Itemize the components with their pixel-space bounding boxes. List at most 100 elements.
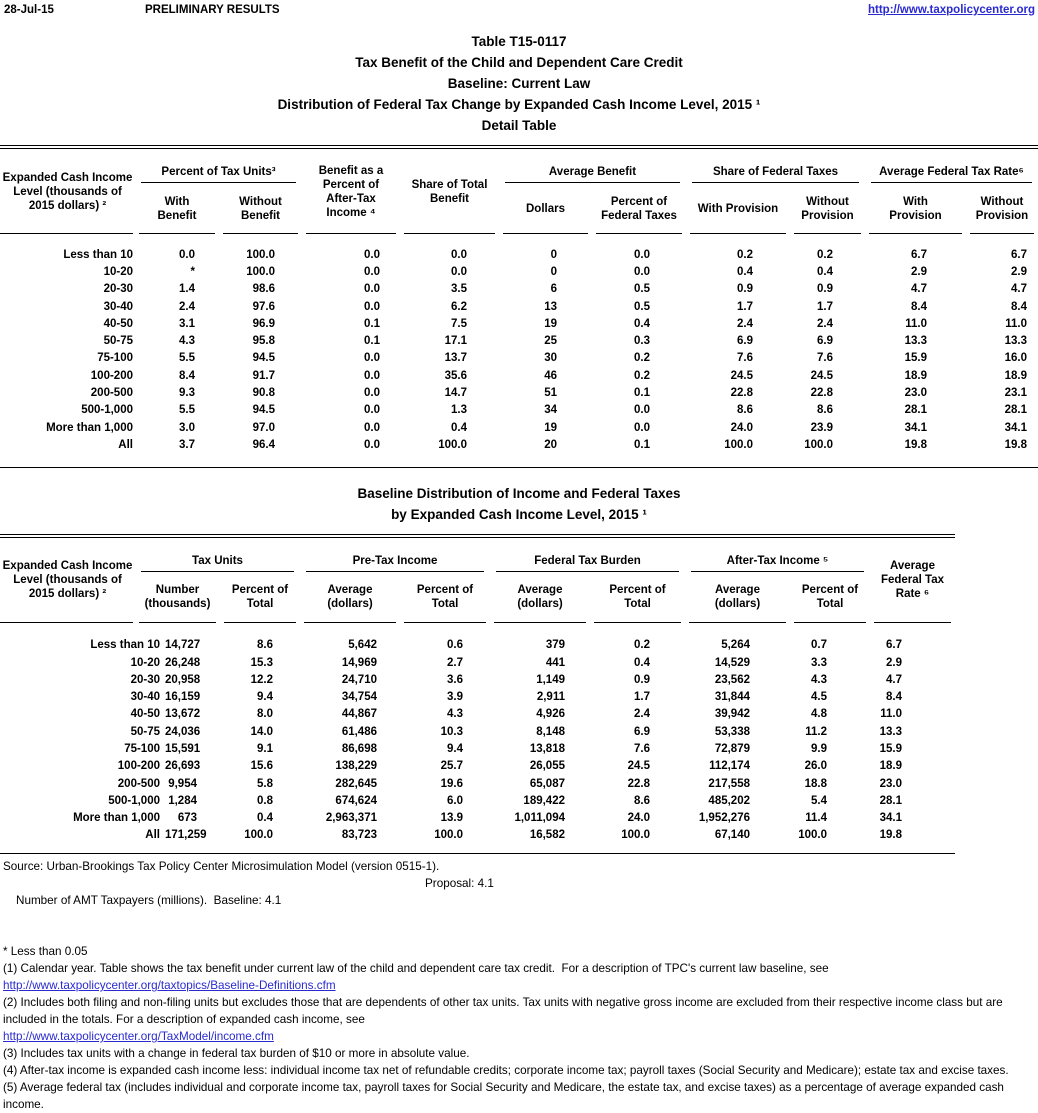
table-top-rule [0, 145, 1038, 149]
row-label: More than 1,000 [46, 421, 133, 434]
column-header-percent-of-total: Percent of Total [590, 572, 685, 623]
data-cell: 9.3 [179, 387, 195, 400]
data-cell: 8.6 [634, 794, 650, 807]
data-cell: 61,486 [341, 725, 377, 738]
row-label: Less than 10 [90, 639, 160, 652]
data-cell: 39,942 [714, 708, 750, 721]
data-cell: 72,879 [714, 742, 750, 755]
data-cell: 0.0 [634, 248, 650, 261]
data-cell: 0.0 [364, 248, 380, 261]
data-cell: 3.0 [179, 421, 195, 434]
column-header-percent-of-federal-taxes: Percent of Federal Taxes [592, 183, 686, 234]
baseline-definitions-link[interactable]: http://www.taxpolicycenter.org/taxtopics… [3, 979, 336, 993]
data-cell: 31,844 [714, 691, 750, 704]
data-cell: 8.6 [817, 404, 833, 417]
data-cell: 14.7 [444, 387, 467, 400]
data-cell: 6.7 [1011, 248, 1027, 261]
data-cell: 28.1 [1004, 404, 1027, 417]
data-cell: 8,148 [536, 725, 565, 738]
data-cell: 14,969 [341, 656, 377, 669]
table1-body: Less than 10 0.0 100.0 0.0 0.0 0 0.0 0.2 0.2 6.7 6… [0, 234, 1038, 467]
income-definition-link[interactable]: http://www.taxpolicycenter.org/TaxModel/… [3, 1030, 274, 1044]
data-cell: 4.7 [911, 283, 927, 296]
group-header-tax-units: Tax Units Number (thousands) Percent of … [135, 538, 300, 623]
data-cell: 0.6 [447, 639, 463, 652]
column-header-average-federal-tax-rate: Average Federal Tax Rate ⁶ [870, 538, 955, 623]
row-label: 10-20 [130, 656, 160, 669]
table-row: All 3.7 96.4 0.0 100.0 20 0.1 100.0 100.0 19.8 19.… [0, 436, 1038, 453]
data-cell: 0.0 [634, 421, 650, 434]
data-cell: 0.0 [364, 265, 380, 278]
data-cell: 1,952,276 [698, 812, 750, 825]
data-cell: 2,963,371 [325, 812, 377, 825]
data-cell: 6 [550, 283, 557, 296]
data-cell: 0.4 [737, 265, 753, 278]
data-cell: 0.0 [364, 421, 380, 434]
table-row: 50-75 24,036 14.0 61,486 10.3 8,148 6.9 53,338 1… [0, 723, 955, 740]
footnote-4: (4) After-tax income is expanded cash in… [3, 1064, 1009, 1078]
data-cell: 24,036 [165, 725, 201, 738]
data-cell: 441 [545, 656, 565, 669]
distribution-title: Distribution of Federal Tax Change by Ex… [277, 97, 761, 112]
data-cell: 4,926 [536, 708, 565, 721]
column-header-average-dollars: Average (dollars) [300, 572, 400, 623]
data-cell: 9.1 [257, 742, 273, 755]
data-cell: 2.9 [911, 265, 927, 278]
column-header-percent-of-total: Percent of Total [400, 572, 490, 623]
table2-header: Expanded Cash Income Level (thousands of… [0, 538, 955, 623]
data-cell: 0.2 [817, 248, 833, 261]
column-header-share-of-total-benefit: Share of Total Benefit [400, 149, 499, 234]
data-cell: 3.6 [447, 673, 463, 686]
document-titles: Table T15-0117 Tax Benefit of the Child … [0, 31, 1038, 136]
table-row: 75-100 5.5 94.5 0.0 13.7 30 0.2 7.6 7.6 15.9 16.0 [0, 350, 1038, 367]
data-cell: 18.8 [804, 777, 827, 790]
data-cell: 13.3 [1004, 335, 1027, 348]
data-cell: 7.6 [634, 742, 650, 755]
footnotes: Source: Urban-Brookings Tax Policy Cente… [0, 858, 1038, 1113]
data-cell: 65,087 [529, 777, 565, 790]
table-row: More than 1,000 673 0.4 2,963,371 13.9 1,011,… [0, 810, 955, 827]
group-header-average-federal-tax-rate: Average Federal Tax Rate⁶ With Provision… [865, 149, 1038, 234]
amt-baseline-value: Number of AMT Taxpayers (millions). Base… [16, 894, 282, 908]
footnote-5: (5) Average federal tax (includes indivi… [3, 1081, 1008, 1112]
data-cell: 0.0 [364, 283, 380, 296]
group-header-percent-of-tax-units: Percent of Tax Units³ With Benefit Witho… [135, 149, 302, 234]
data-cell: 0.0 [451, 248, 467, 261]
data-cell: 0.2 [634, 352, 650, 365]
table-number-title: Table T15-0117 [471, 34, 567, 49]
data-cell: 2.4 [179, 300, 195, 313]
row-label: 30-40 [130, 691, 160, 704]
data-cell: 6.9 [737, 335, 753, 348]
row-label: 50-75 [130, 725, 160, 738]
data-cell: 19.8 [879, 829, 902, 842]
column-header-with-provision: With Provision [686, 183, 790, 234]
data-cell: 100.0 [246, 248, 275, 261]
data-cell: 20,958 [165, 673, 201, 686]
data-cell: 138,229 [335, 760, 377, 773]
data-cell: 2.9 [886, 656, 902, 669]
tpc-site-link[interactable]: http://www.taxpolicycenter.org [868, 4, 1035, 16]
table-bottom-rule [0, 853, 955, 855]
column-header-percent-of-total: Percent of Total [790, 572, 870, 623]
row-label: 75-100 [97, 352, 133, 365]
row-label: 30-40 [103, 300, 133, 313]
data-cell: 16,159 [165, 691, 201, 704]
data-cell: 6.7 [886, 639, 902, 652]
data-cell: 3.3 [811, 656, 827, 669]
data-cell: 19 [544, 317, 557, 330]
data-cell: 5,264 [721, 639, 750, 652]
data-cell: 23.0 [904, 387, 927, 400]
data-cell: 9.4 [447, 742, 463, 755]
table-row: 40-50 13,672 8.0 44,867 4.3 4,926 2.4 39,942 4.8… [0, 706, 955, 723]
data-cell: 18.9 [904, 369, 927, 382]
table-row: More than 1,000 3.0 97.0 0.0 0.4 19 0.0 24.0 23.… [0, 419, 1038, 436]
data-cell: 8.4 [1011, 300, 1027, 313]
data-cell: 19.8 [1004, 438, 1027, 451]
group-header-share-of-federal-taxes: Share of Federal Taxes With Provision Wi… [686, 149, 865, 234]
data-cell: 0.4 [451, 421, 467, 434]
row-label: 20-30 [130, 673, 160, 686]
row-label: 500-1,000 [108, 794, 160, 807]
row-label: 100-200 [90, 369, 133, 382]
data-cell: 11.0 [880, 708, 902, 721]
data-cell: 0 [550, 248, 557, 261]
